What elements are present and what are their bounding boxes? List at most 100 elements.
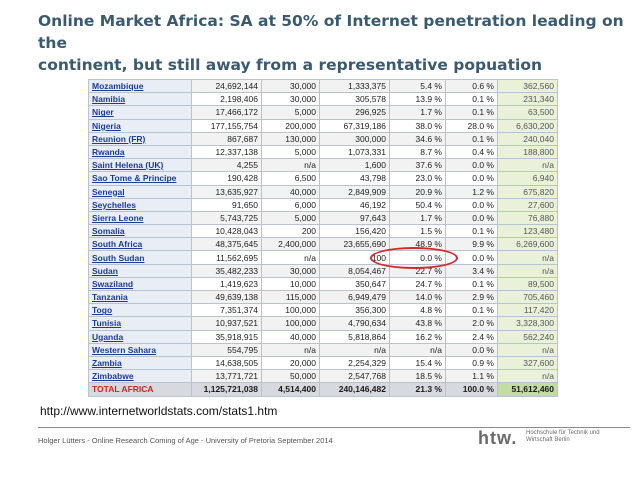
- logo-text: Hochschule für Technik und Wirtschaft Be…: [526, 430, 600, 443]
- table-cell: 0.1 %: [445, 276, 498, 292]
- stats-table-container: Mozambique 24,692,144 30,000 1,333,375 5.4 %…: [88, 78, 558, 397]
- country-link[interactable]: Sierra Leone: [88, 210, 192, 226]
- table-cell: n/a: [497, 342, 558, 357]
- table-cell: 188,800: [497, 144, 558, 160]
- table-cell: 10,428,043: [191, 224, 262, 239]
- table-cell: 30,000: [261, 78, 320, 94]
- table-cell: n/a: [497, 263, 558, 278]
- country-link[interactable]: Niger: [88, 105, 192, 120]
- table-cell: 2.4 %: [445, 329, 498, 344]
- table-cell: 38.0 %: [389, 118, 446, 133]
- htw-logo: htw. Hochschule für Technik und Wirtscha…: [478, 428, 608, 450]
- country-link[interactable]: Western Sahara: [88, 342, 192, 357]
- country-link[interactable]: South Sudan: [88, 250, 192, 265]
- table-cell: 0.0 %: [445, 197, 498, 212]
- table-cell: 9.9 %: [445, 237, 498, 252]
- table-cell: 3.4 %: [445, 263, 498, 278]
- country-link[interactable]: Nigeria: [88, 118, 192, 133]
- table-cell: 63,500: [497, 105, 558, 120]
- table-cell: 12,337,138: [191, 144, 262, 160]
- table-cell: 28.0 %: [445, 118, 498, 133]
- table-cell: 6,940: [497, 171, 558, 186]
- table-cell: 0.1 %: [445, 92, 498, 107]
- table-cell: 6,000: [261, 197, 320, 212]
- table-cell: 100,000: [261, 316, 320, 331]
- table-row: Western Sahara 554,795 n/a n/a n/a 0.0 % n/a: [88, 342, 558, 357]
- table-row: Swaziland 1,419,623 10,000 350,647 24.7 % 0.1…: [88, 276, 558, 292]
- table-cell: 24,692,144: [191, 78, 262, 94]
- table-cell: 21.3 %: [389, 382, 446, 397]
- table-cell: 43,798: [319, 171, 390, 186]
- country-link[interactable]: Uganda: [88, 329, 192, 344]
- table-cell: 0.0 %: [445, 342, 498, 357]
- table-cell: 2.9 %: [445, 289, 498, 305]
- table-cell: 13,635,927: [191, 184, 262, 199]
- table-row: Reunion (FR) 867,687 130,000 300,000 34.6 % 0…: [88, 131, 558, 146]
- table-cell: 5,743,725: [191, 210, 262, 226]
- table-row: Namibia 2,198,406 30,000 305,578 13.9 % 0.1 %…: [88, 92, 558, 107]
- table-body: Mozambique 24,692,144 30,000 1,333,375 5.4 %…: [88, 78, 558, 397]
- slide-title: Online Market Africa: SA at 50% of Inter…: [38, 10, 628, 76]
- table-cell: 200,000: [261, 118, 320, 133]
- table-cell: 5,818,864: [319, 329, 390, 344]
- table-cell: 1,073,331: [319, 144, 390, 160]
- country-link[interactable]: Swaziland: [88, 276, 192, 292]
- table-cell: 2,400,000: [261, 237, 320, 252]
- table-cell: 123,480: [497, 224, 558, 239]
- table-cell: 356,300: [319, 303, 390, 318]
- country-link[interactable]: Zimbabwe: [88, 369, 192, 384]
- country-link[interactable]: Reunion (FR): [88, 131, 192, 146]
- table-cell: 5,000: [261, 144, 320, 160]
- country-link[interactable]: Rwanda: [88, 144, 192, 160]
- country-link[interactable]: Namibia: [88, 92, 192, 107]
- table-row: South Africa 48,375,645 2,400,000 23,655,69…: [88, 237, 558, 252]
- table-cell: 7,351,374: [191, 303, 262, 318]
- table-cell: 5,000: [261, 210, 320, 226]
- table-cell: 296,925: [319, 105, 390, 120]
- table-cell: 1,419,623: [191, 276, 262, 292]
- table-row: Niger 17,466,172 5,000 296,925 1.7 % 0.1 % 63,…: [88, 105, 558, 120]
- table-cell: 350,647: [319, 276, 390, 292]
- table-cell: 16.2 %: [389, 329, 446, 344]
- table-cell: 5,000: [261, 105, 320, 120]
- table-cell: 23,655,690: [319, 237, 390, 252]
- table-cell: 4,255: [191, 158, 262, 173]
- table-cell: 46,192: [319, 197, 390, 212]
- table-cell: 1.5 %: [389, 224, 446, 239]
- country-link[interactable]: Togo: [88, 303, 192, 318]
- country-link[interactable]: Tanzania: [88, 289, 192, 305]
- source-url[interactable]: http://www.internetworldstats.com/stats1…: [40, 404, 278, 418]
- table-cell: 300,000: [319, 131, 390, 146]
- table-cell: 35,482,233: [191, 263, 262, 278]
- table-cell: 67,319,186: [319, 118, 390, 133]
- country-link[interactable]: Mozambique: [88, 78, 192, 94]
- table-row: Saint Helena (UK) 4,255 n/a 1,600 37.6 % 0.0 …: [88, 158, 558, 173]
- country-link[interactable]: Sao Tome & Principe: [88, 171, 192, 186]
- table-cell: 18.5 %: [389, 369, 446, 384]
- table-row: Sierra Leone 5,743,725 5,000 97,643 1.7 % 0.0…: [88, 210, 558, 226]
- table-cell: 97,643: [319, 210, 390, 226]
- table-cell: 48,375,645: [191, 237, 262, 252]
- country-link[interactable]: Sudan: [88, 263, 192, 278]
- table-cell: 1,600: [319, 158, 390, 173]
- country-link[interactable]: Seychelles: [88, 197, 192, 212]
- table-cell: 156,420: [319, 224, 390, 239]
- total-row: TOTAL AFRICA 1,125,721,038 4,514,400 240,14…: [88, 382, 558, 397]
- table-cell: 50.4 %: [389, 197, 446, 212]
- table-row: South Sudan 11,562,695 n/a 100 0.0 % 0.0 % n/a: [88, 250, 558, 265]
- table-cell: 51,612,460: [497, 382, 558, 397]
- country-link[interactable]: Tunisia: [88, 316, 192, 331]
- table-row: Senegal 13,635,927 40,000 2,849,909 20.9 % 1.…: [88, 184, 558, 199]
- country-link[interactable]: Senegal: [88, 184, 192, 199]
- table-cell: 117,420: [497, 303, 558, 318]
- country-link[interactable]: South Africa: [88, 237, 192, 252]
- table-cell: 91,650: [191, 197, 262, 212]
- table-cell: 115,000: [261, 289, 320, 305]
- country-link[interactable]: Saint Helena (UK): [88, 158, 192, 173]
- table-cell: 10,000: [261, 276, 320, 292]
- country-link[interactable]: Zambia: [88, 355, 192, 371]
- logo-mark: htw.: [478, 428, 518, 448]
- table-cell: 8,054,467: [319, 263, 390, 278]
- table-cell: 0.1 %: [445, 131, 498, 146]
- country-link[interactable]: Somalia: [88, 224, 192, 239]
